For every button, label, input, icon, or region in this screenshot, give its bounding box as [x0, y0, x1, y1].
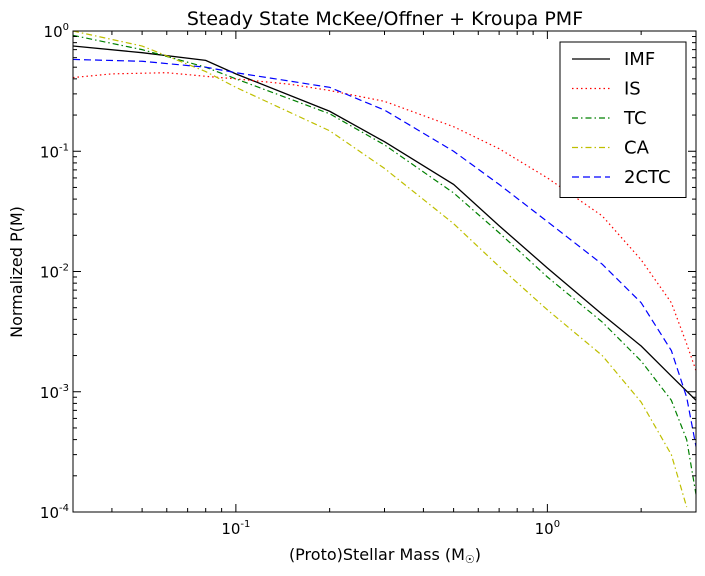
series-line-2ctc — [73, 58, 696, 447]
x-tick-label-exp: 0 — [554, 519, 560, 530]
y-tick-label-base: 10 — [44, 23, 63, 41]
x-tick-label: 100 — [535, 519, 560, 538]
y-axis-label: Normalized P(M) — [7, 206, 26, 338]
x-axis: 10-1 100 — [72, 31, 697, 538]
y-tick-label-exp: -3 — [59, 383, 69, 394]
series-line-ca — [73, 31, 688, 508]
y-tick-label-base: 10 — [40, 264, 59, 282]
y-tick-label-exp: -4 — [59, 503, 69, 514]
legend-label-is: IS — [624, 79, 641, 100]
y-tick-label-exp: -2 — [59, 263, 69, 274]
x-axis-label-text: (Proto)Stellar Mass (M — [289, 545, 465, 564]
legend-label-tc: TC — [623, 108, 647, 129]
y-tick-label: 10-3 — [40, 383, 69, 402]
legend-label-imf: IMF — [624, 49, 655, 70]
x-axis-label-close: ) — [475, 545, 481, 564]
y-tick-label-exp: -1 — [59, 142, 69, 153]
legend-label-2ctc: 2CTC — [624, 167, 671, 188]
y-tick-label: 10-4 — [40, 503, 69, 522]
x-axis-label: (Proto)Stellar Mass (M☉) — [289, 545, 481, 566]
legend: IMF IS TC CA 2CTC — [559, 41, 687, 198]
series-line-is — [73, 72, 696, 371]
sun-symbol: ☉ — [465, 553, 475, 566]
y-tick-label-base: 10 — [40, 143, 59, 161]
y-tick-label-base: 10 — [40, 504, 59, 522]
legend-label-ca: CA — [624, 138, 650, 159]
x-tick-label-base: 10 — [221, 520, 240, 538]
x-tick-label-base: 10 — [535, 520, 554, 538]
chart-title: Steady State McKee/Offner + Kroupa PMF — [187, 8, 583, 30]
y-tick-label: 100 — [44, 22, 69, 41]
y-tick-label-base: 10 — [40, 384, 59, 402]
x-tick-label: 10-1 — [221, 519, 250, 538]
y-tick-label-exp: 0 — [63, 22, 69, 33]
legend-box — [559, 41, 687, 198]
x-tick-label-exp: -1 — [240, 519, 250, 530]
plot-area — [73, 31, 696, 508]
series-line-tc — [73, 34, 696, 495]
y-tick-label: 10-2 — [40, 263, 69, 282]
series-line-imf — [73, 45, 696, 401]
y-tick-label: 10-1 — [40, 142, 69, 161]
